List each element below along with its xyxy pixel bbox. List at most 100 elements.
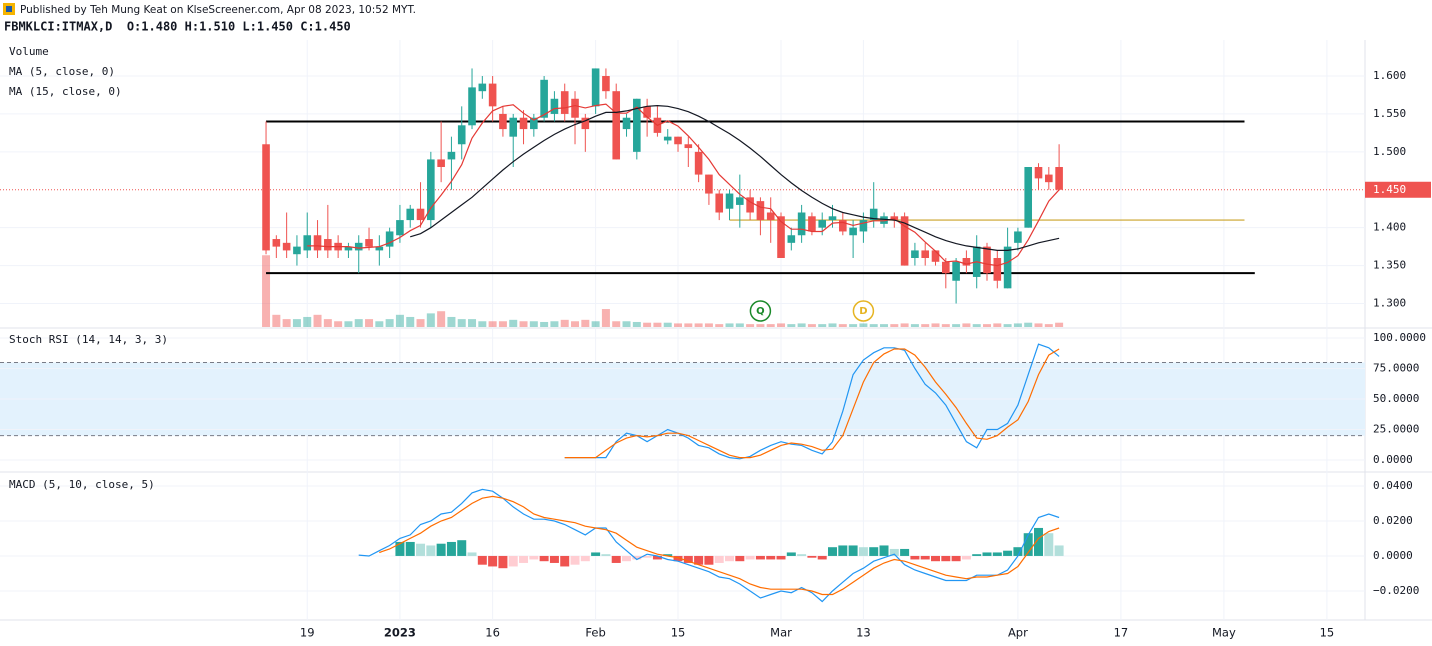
histogram-bar (920, 555, 930, 560)
histogram-bar (735, 555, 745, 562)
volume-bar (519, 321, 528, 327)
volume-bar (622, 321, 631, 327)
candle-body (344, 246, 353, 251)
histogram-bar (529, 555, 539, 560)
candle-body (725, 193, 734, 209)
x-tick-label: 15 (671, 626, 686, 640)
histogram-bar (395, 541, 405, 556)
candle-body (715, 193, 724, 213)
histogram-bar (673, 555, 683, 562)
indicator-line (410, 104, 1060, 251)
indicator-line (379, 495, 1060, 596)
y-tick-label: 1.400 (1373, 221, 1406, 234)
candle-body (674, 136, 682, 145)
volume-bar (282, 319, 291, 327)
event-marker-label: D (859, 306, 867, 317)
volume-bar (818, 324, 827, 327)
legend-entry: MA (5, close, 0) (9, 65, 115, 78)
volume-bar (787, 324, 796, 327)
candle-body (416, 208, 425, 221)
volume-bar (571, 321, 580, 327)
histogram-bar (828, 547, 838, 556)
y-tick-label: 1.550 (1373, 107, 1406, 120)
candle-body (375, 246, 384, 251)
candle-body (1034, 167, 1043, 179)
event-marker-label: Q (756, 306, 765, 317)
candle-body (324, 239, 332, 251)
candle-body (766, 212, 775, 221)
volume-bar (540, 321, 549, 327)
event-marker (749, 300, 772, 322)
volume-bar (365, 319, 374, 327)
histogram-bar (1003, 550, 1013, 556)
volume-bar (735, 323, 744, 327)
volume-bar (704, 323, 713, 327)
x-tick-label: 19 (300, 626, 315, 640)
histogram-bar (416, 543, 426, 556)
candle-body (540, 79, 548, 118)
candle-body (942, 261, 950, 274)
indicator-line (307, 103, 1060, 267)
histogram-bar (436, 543, 446, 556)
legend-entry: MA (15, close, 0) (9, 85, 122, 98)
candle-body (396, 220, 404, 236)
histogram-bar (869, 547, 879, 556)
volume-bar (550, 321, 559, 327)
candle-body (457, 125, 466, 145)
candle-body (447, 151, 456, 160)
volume-bar (416, 319, 425, 327)
histogram-bar (889, 548, 899, 556)
volume-bar (756, 324, 765, 327)
candle-body (550, 98, 559, 114)
y-tick-label: 0.0400 (1373, 479, 1413, 492)
histogram-bar (900, 548, 910, 556)
candle-body (406, 208, 415, 221)
volume-bar (601, 309, 610, 327)
volume-bar (632, 321, 641, 327)
candle-body (952, 261, 960, 281)
candle-body (602, 76, 610, 92)
candle-body (427, 159, 435, 221)
volume-bar (674, 323, 683, 327)
volume-bar (303, 316, 312, 327)
volume-bar (395, 314, 404, 327)
published-by: Published by Teh Mung Keat on KlseScreen… (20, 4, 416, 16)
candle-body (983, 246, 991, 274)
volume-bar (488, 321, 497, 327)
histogram-bar (457, 540, 467, 556)
volume-bar (344, 321, 353, 327)
y-tick-label: 1.500 (1373, 145, 1406, 158)
volume-bar (777, 323, 786, 327)
histogram-bar (663, 554, 673, 556)
volume-bar (931, 323, 940, 327)
candle-body (694, 151, 703, 175)
histogram-bar (694, 555, 704, 565)
x-tick-label: 17 (1114, 626, 1129, 640)
candle-body (921, 250, 930, 258)
candle-body (962, 257, 971, 266)
indicator-line (564, 343, 1060, 460)
y-tick-label: −0.0200 (1373, 584, 1419, 597)
histogram-bar (910, 555, 920, 560)
volume-bar (1013, 323, 1022, 327)
logo-inner (6, 6, 12, 12)
histogram-bar (941, 555, 951, 562)
volume-bar (890, 324, 899, 327)
histogram-bar (848, 545, 858, 556)
panel-title: Stoch RSI (14, 14, 3, 3) (9, 333, 168, 346)
candle-body (900, 216, 909, 266)
histogram-bar (1034, 527, 1044, 556)
volume-bar (643, 322, 652, 327)
histogram-bar (858, 547, 868, 556)
volume-bar (581, 319, 590, 327)
histogram-bar (580, 555, 590, 562)
candle-body (365, 239, 373, 247)
histogram-bar (838, 545, 848, 556)
volume-bar (591, 321, 600, 327)
volume-bar (849, 324, 858, 327)
histogram-bar (652, 555, 662, 560)
volume-bar (262, 255, 271, 327)
x-tick-label: 13 (856, 626, 871, 640)
volume-bar (828, 323, 837, 327)
histogram-bar (426, 545, 436, 556)
